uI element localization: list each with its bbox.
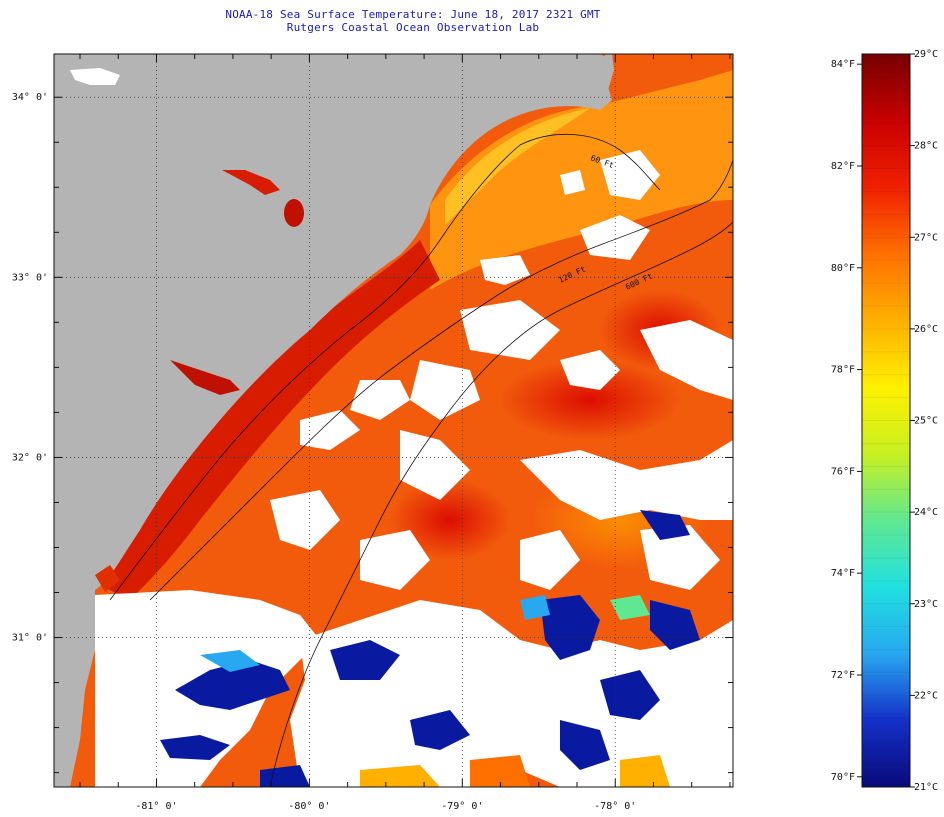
lat-tick-label: 33° 0' [12, 272, 48, 283]
celsius-label: 29°C [914, 49, 938, 60]
fahrenheit-label: 70°F [831, 772, 855, 783]
celsius-label: 22°C [914, 690, 938, 701]
lat-tick-label: 34° 0' [12, 92, 48, 103]
hot-patch [500, 360, 680, 440]
lat-tick-label: 32° 0' [12, 452, 48, 463]
fahrenheit-label: 84°F [831, 59, 855, 70]
axis-ticks [54, 54, 733, 787]
fahrenheit-label: 72°F [831, 670, 855, 681]
fahrenheit-label: 82°F [831, 161, 855, 172]
latitude-labels: 34° 0' 33° 0' 32° 0' 31° 0' [12, 92, 48, 643]
lon-tick-label: -79° 0' [441, 801, 483, 812]
depth-contours [109, 133, 733, 787]
colorbar-celsius-labels: 29°C 28°C 27°C 26°C 25°C 24°C 23°C 22°C 21°C [914, 49, 938, 793]
lake-marion [222, 170, 280, 195]
fahrenheit-label: 76°F [831, 466, 855, 477]
estuary [170, 360, 240, 395]
lon-tick-label: -80° 0' [288, 801, 330, 812]
longitude-labels: -81° 0' -80° 0' -79° 0' -78° 0' [135, 801, 636, 812]
coastal-warm-strip [100, 240, 440, 600]
fahrenheit-label: 74°F [831, 568, 855, 579]
hot-patch [390, 480, 510, 560]
map-frame [53, 53, 734, 788]
lat-tick-label: 31° 0' [12, 633, 48, 644]
celsius-label: 21°C [914, 782, 938, 793]
inner-shelf-yellow [445, 108, 590, 225]
contour-60ft [109, 133, 661, 601]
colorbar-ticks [857, 53, 915, 788]
celsius-label: 27°C [914, 232, 938, 243]
celsius-label: 24°C [914, 507, 938, 518]
contour-120ft [149, 159, 733, 601]
cold-water-patches [160, 510, 700, 787]
colorbar-fahrenheit-labels: 84°F 82°F 80°F 78°F 76°F 74°F 72°F 70°F [831, 59, 855, 783]
map-area: 120 Ft 600 Ft 60 Ft [54, 54, 733, 787]
lon-tick-label: -81° 0' [135, 801, 177, 812]
land-cape [604, 54, 614, 90]
cloud-mask [70, 68, 733, 787]
land-mass [54, 54, 612, 787]
colorbar-gradient [862, 54, 910, 787]
fahrenheit-label: 80°F [831, 263, 855, 274]
fahrenheit-label: 78°F [831, 365, 855, 376]
contour-600ft [269, 221, 733, 787]
celsius-label: 26°C [914, 324, 938, 335]
lake-moultrie [284, 199, 304, 227]
celsius-label: 28°C [914, 141, 938, 152]
lon-tick-label: -78° 0' [594, 801, 636, 812]
estuary [95, 565, 120, 592]
celsius-label: 23°C [914, 599, 938, 610]
map-subtitle: Rutgers Coastal Ocean Observation Lab [286, 21, 540, 34]
colorbar-bands [862, 76, 910, 765]
colorbar: 29°C 28°C 27°C 26°C 25°C 24°C 23°C 22°C 21°C 84°… [831, 49, 938, 793]
map-title: NOAA-18 Sea Surface Temperature: June 18… [225, 8, 601, 21]
celsius-label: 25°C [914, 416, 938, 427]
